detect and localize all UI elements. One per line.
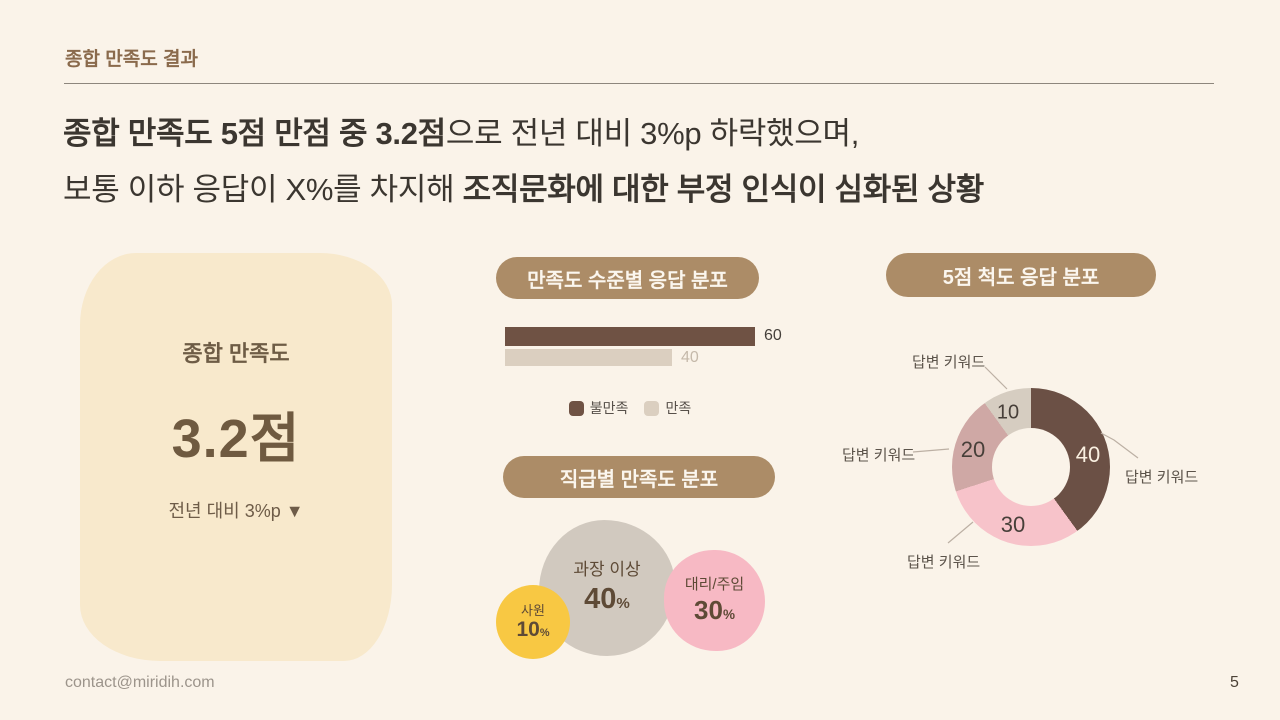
donut-slice-value-4: 10 [996,401,1020,424]
bubble-manager-unit: % [616,594,630,612]
bubble-staff-unit: % [539,627,550,640]
score-card-value: 3.2점 [171,408,301,469]
bubble-staff-value: 10% [516,618,549,641]
bar-dissatisfied [505,327,755,346]
legend-label-satisfied: 만족 [665,400,692,416]
bar-satisfied [505,349,672,366]
bar-dissatisfied-value: 60 [764,327,782,344]
donut-slice-value-1: 40 [1075,442,1101,467]
bubble-associate-label: 대리/주임 [684,576,745,594]
donut-slice-value-2: 30 [1000,512,1026,537]
bubble-staff-number: 10 [516,618,540,642]
bar-chart-legend: 불만족 만족 [505,398,755,418]
donut-label-keyword-top: 답변 키워드 [912,354,986,371]
bubble-chart-title-badge: 직급별 만족도 분포 [503,456,775,498]
headline-line2: 보통 이하 응답이 X%를 차지해 조직문화에 대한 부정 인식이 심화된 상황 [63,162,984,218]
bar-chart-title-badge: 만족도 수준별 응답 분포 [496,257,759,299]
donut-hole [992,428,1070,506]
footer-email: contact@miridih.com [65,674,215,691]
bubble-associate-unit: % [722,607,735,623]
bubble-staff: 사원 10% [496,585,570,659]
legend-item-satisfied: 만족 [644,398,691,418]
bubble-associate-number: 30 [694,595,723,626]
legend-swatch-satisfied [644,400,660,416]
bubble-manager-label: 과장 이상 [573,560,641,580]
legend-item-dissatisfied: 불만족 [568,398,629,418]
headline-line1: 종합 만족도 5점 만점 중 3.2점으로 전년 대비 3%p 하락했으며, [63,106,984,162]
headline-line1-rest: 으로 전년 대비 3%p 하락했으며, [445,116,860,151]
bubble-associate: 대리/주임 30% [664,550,765,651]
legend-label-dissatisfied: 불만족 [589,400,629,416]
headline-line2-bold: 조직문화에 대한 부정 인식이 심화된 상황 [462,172,985,207]
overall-score-card: 종합 만족도 3.2점 전년 대비 3%p ▼ [80,253,392,661]
score-card-title: 종합 만족도 [182,340,290,366]
slide-headline: 종합 만족도 5점 만점 중 3.2점으로 전년 대비 3%p 하락했으며, 보… [63,106,984,218]
score-card-delta: 전년 대비 3%p ▼ [168,500,304,521]
bubble-manager-number: 40 [584,582,617,615]
header-divider [64,83,1214,84]
donut-label-keyword-left: 답변 키워드 [842,447,916,464]
headline-line1-bold: 종합 만족도 5점 만점 중 3.2점 [63,116,446,151]
donut-slice-value-3: 20 [960,437,986,462]
donut-label-keyword-bottom: 답변 키워드 [907,554,981,571]
bar-satisfied-value: 40 [681,349,699,366]
donut-label-keyword-right: 답변 키워드 [1125,469,1199,486]
bubble-staff-label: 사원 [521,602,545,618]
slide-kicker: 종합 만족도 결과 [65,49,198,70]
donut-chart-title-badge: 5점 척도 응답 분포 [886,253,1156,297]
bubble-associate-value: 30% [694,596,735,625]
legend-swatch-dissatisfied [568,400,584,416]
page-number: 5 [1230,674,1239,691]
headline-line2-start: 보통 이하 응답이 X%를 차지해 [63,172,463,207]
bubble-manager-value: 40% [584,582,630,616]
